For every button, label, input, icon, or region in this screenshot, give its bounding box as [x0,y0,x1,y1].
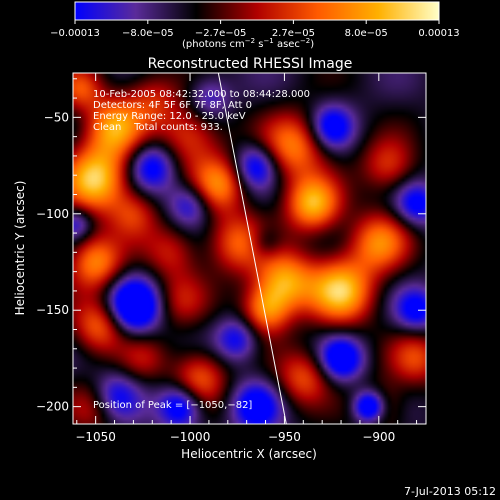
x-axis-ticks: −1050 −1000 −950 −900 [75,73,418,444]
colorbar-tick-label: −2.7e−05 [195,28,247,39]
y-tick-label: −150 [36,303,69,317]
y-tick-label: −50 [44,110,69,124]
plot-frame [72,72,427,425]
annotation-counts: Clean Total counts: 933. [93,122,223,133]
colorbar-tick-label: 0.00013 [418,28,459,39]
y-tick-label: −100 [36,207,69,221]
x-axis-label: Heliocentric X (arcsec) [181,447,317,461]
x-tick-label: −900 [362,430,395,444]
peak-position-label: Position of Peak = [−1050,−82] [93,400,252,411]
colorbar [74,1,440,21]
colorbar-unit: (photons cm−2 s−1 asec−2) [182,37,314,50]
limb-line [217,73,287,424]
colorbar-tick-label: 2.7e−05 [272,28,315,39]
timestamp: 7-Jul-2013 05:12 [404,485,496,498]
colorbar-ticks: −0.00013 −8.0e−05 −2.7e−05 2.7e−05 8.0e−05 0.… [50,20,460,39]
x-tick-label: −1000 [170,430,211,444]
y-axis-label: Heliocentric Y (arcsec) [13,181,27,316]
annotation-energy: Energy Range: 12.0 - 25.0 keV [93,111,246,122]
x-tick-label: −950 [268,430,301,444]
x-tick-label: −1050 [75,430,116,444]
heatmap-image [73,73,426,424]
annotation-detectors: Detectors: 4F 5F 6F 7F 8F, Att 0 [93,100,252,111]
annotation-block: 10-Feb-2005 08:42:32.000 to 08:44:28.000… [93,89,310,133]
y-axis-ticks: −50 −100 −150 −200 [36,78,426,414]
colorbar-tick-label: 8.0e−05 [345,28,388,39]
colorbar-tick-label: −8.0e−05 [122,28,174,39]
y-tick-label: −200 [36,400,69,414]
annotation-time: 10-Feb-2005 08:42:32.000 to 08:44:28.000 [93,89,310,100]
chart-title: Reconstructed RHESSI Image [148,56,353,72]
colorbar-tick-label: −0.00013 [50,28,100,39]
